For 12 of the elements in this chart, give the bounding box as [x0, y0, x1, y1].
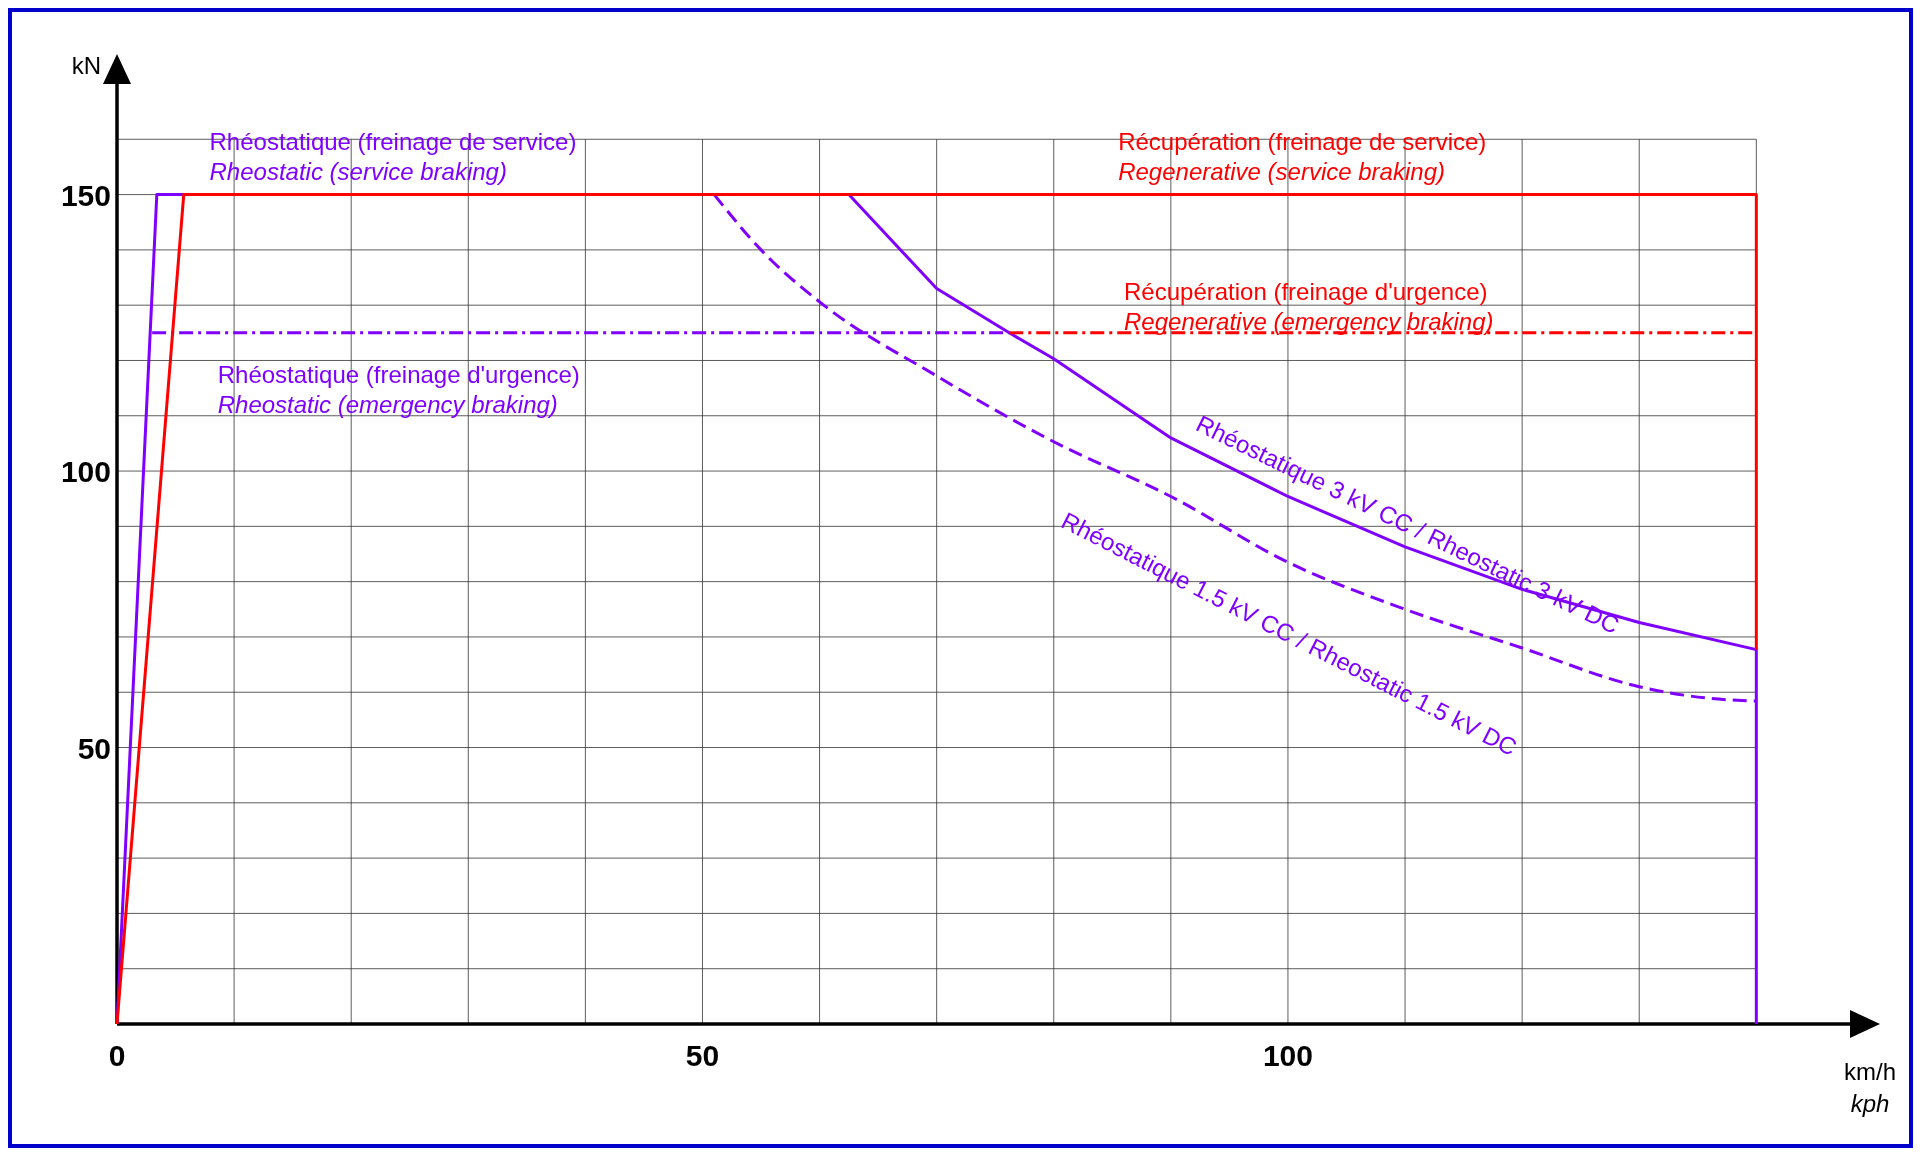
y-tick-label: 50 [77, 731, 111, 765]
y-axis-title: kN [71, 52, 101, 79]
x-axis-title: km/h kph [1843, 1058, 1897, 1117]
series-label: Rhéostatique (freinage de service) Rheostatic (service braking) [209, 128, 577, 186]
x-tick-label: 0 [108, 1039, 126, 1072]
x-tick-label: 100 [1262, 1039, 1313, 1072]
series-label: Récupération (freinage d'urgence) Regenerative (emergency braking) [1124, 277, 1494, 335]
y-tick-label: 100 [60, 455, 111, 489]
series-label: Récupération (freinage de service) Regenerative (service braking) [1118, 128, 1487, 186]
y-tick-label: 150 [60, 178, 111, 212]
series-label: Rhéostatique (freinage d'urgence) Rheostatic (emergency braking) [217, 360, 580, 418]
x-tick-label: 50 [685, 1039, 720, 1072]
